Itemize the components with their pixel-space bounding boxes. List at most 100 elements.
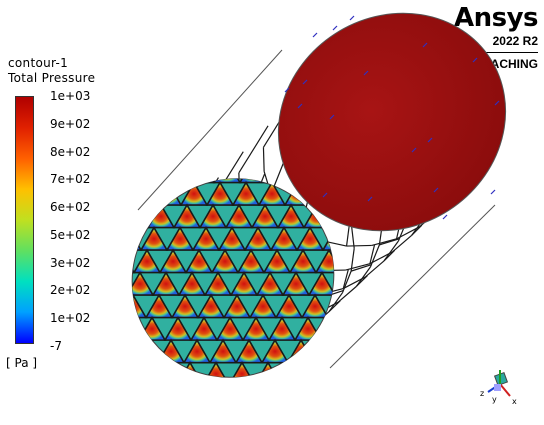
mesh-edge <box>328 292 343 313</box>
contour-cell <box>496 340 522 363</box>
colorbar-tick-label: 1e+02 <box>50 311 91 326</box>
contour-cell <box>165 225 195 251</box>
contour-cell <box>458 295 484 318</box>
contour-cell <box>503 318 529 341</box>
contour-cell <box>213 406 243 416</box>
contour-cell <box>179 180 209 206</box>
contour-cell <box>135 406 165 416</box>
mesh-edge <box>346 244 372 247</box>
contour-cell <box>451 318 477 341</box>
contour-cell <box>324 383 354 409</box>
surface-mark <box>367 196 373 202</box>
axis-triad-icon[interactable]: z y x <box>478 366 522 408</box>
mesh-edge <box>369 251 393 265</box>
contour-cell <box>420 250 446 273</box>
contour-cell <box>295 225 325 251</box>
contour-cell <box>343 406 372 416</box>
contour-cell <box>288 248 318 274</box>
mesh-edge <box>238 125 269 174</box>
mesh-edge <box>342 269 349 289</box>
colorbar-tick-label: 7e+02 <box>50 172 91 187</box>
contour-cell <box>194 383 224 409</box>
contour-cell <box>142 383 172 409</box>
contour-cell <box>56 250 82 273</box>
surface-mark <box>349 15 355 21</box>
contour-cell <box>378 385 404 408</box>
brand-name: Ansys <box>453 3 539 33</box>
contour-cell <box>352 293 372 319</box>
contour-cell <box>116 383 146 409</box>
contour-cell <box>369 406 372 416</box>
surface-mark <box>494 100 500 106</box>
contour-cell <box>470 340 496 363</box>
contour-cell <box>281 270 311 296</box>
mesh-edge <box>350 225 355 249</box>
mesh-edge <box>369 244 376 264</box>
contour-cell <box>276 203 306 229</box>
contour-cell <box>98 115 124 138</box>
mesh-edge <box>364 260 385 278</box>
contour-cell <box>94 338 108 364</box>
contour-cell <box>274 293 304 319</box>
contour-cell <box>260 338 290 364</box>
colorbar-tick-label: 8e+02 <box>50 144 91 159</box>
surface-mark <box>490 189 496 195</box>
contour-cell <box>163 316 193 341</box>
colorbar-tick-label: 1e+03 <box>50 89 91 103</box>
contour-cell <box>170 293 200 319</box>
contour-cell <box>46 115 72 138</box>
contour-cell <box>413 273 439 296</box>
contour-cell <box>399 318 425 341</box>
contour-cell <box>228 115 254 138</box>
contour-cell <box>307 270 337 296</box>
contour-cell <box>245 140 275 161</box>
contour-cell <box>236 248 266 274</box>
contour-cell <box>104 338 134 364</box>
contour-cell <box>267 316 297 341</box>
mesh-edge <box>262 147 265 172</box>
contour-cell <box>241 316 271 341</box>
contour-cell <box>437 363 463 386</box>
contour-cell <box>176 115 202 138</box>
contour-cell <box>99 270 129 296</box>
contour-cell <box>432 295 458 318</box>
colorbar <box>15 96 34 344</box>
contour-cell <box>94 316 115 341</box>
mesh-edge <box>383 240 399 262</box>
surface-mark <box>284 87 290 93</box>
mesh-edge <box>396 226 420 240</box>
colorbar-tick-label: 6e+02 <box>50 200 91 215</box>
mesh-edge <box>379 238 400 246</box>
contour-cell <box>394 250 420 273</box>
contour-cell <box>120 203 150 229</box>
contour-cell <box>130 338 160 364</box>
contour-cell <box>196 293 226 319</box>
contour-cell <box>231 180 261 206</box>
brand-divider <box>462 52 538 53</box>
contour-cell <box>423 408 449 425</box>
contour-cell <box>127 180 157 206</box>
colorbar-tick-label: 9e+02 <box>50 116 91 131</box>
contour-cell <box>404 385 430 408</box>
colorbar-tick-label: 3e+02 <box>50 255 91 270</box>
surface-mark <box>411 147 417 153</box>
contour-cell <box>123 361 153 386</box>
units-label: [ Pa ] <box>6 356 38 370</box>
contour-cell <box>94 270 103 296</box>
contour-cell <box>101 180 131 206</box>
contour-cell <box>94 180 105 206</box>
contour-cell <box>151 270 181 296</box>
contour-cell <box>125 270 155 296</box>
surface-mark <box>302 79 308 85</box>
contour-cell <box>291 406 321 416</box>
contour-cell <box>387 273 413 296</box>
contour-cell <box>124 115 150 138</box>
contour-cell <box>446 250 472 273</box>
contour-cell <box>113 225 143 251</box>
contour-cell <box>177 270 207 296</box>
contour-cell <box>94 248 110 274</box>
contour-cell <box>111 316 141 341</box>
contour-cell <box>220 383 250 409</box>
contour-cell <box>224 203 254 229</box>
